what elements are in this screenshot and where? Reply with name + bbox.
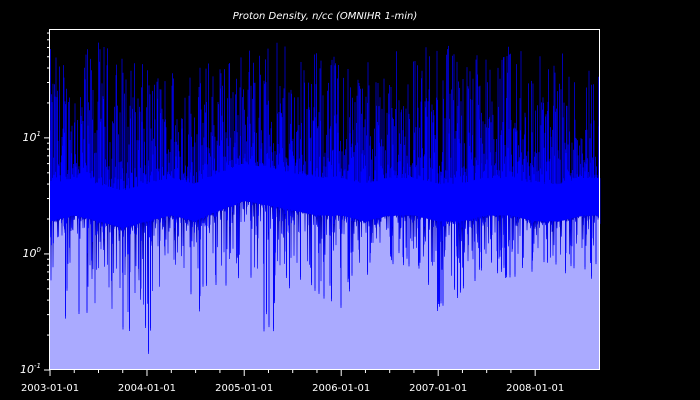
- y-tick-label: 101: [23, 130, 41, 144]
- x-tick-label: 2005-01-01: [215, 383, 273, 394]
- x-tick-label: 2008-01-01: [506, 383, 564, 394]
- x-tick-label: 2006-01-01: [312, 383, 370, 394]
- y-tick-exponent: 0: [37, 246, 42, 254]
- y-tick-exponent: -1: [34, 362, 41, 370]
- density-lower-fill: [50, 201, 600, 370]
- x-tick-label: 2003-01-01: [21, 383, 79, 394]
- y-tick-base: 10: [23, 131, 37, 144]
- y-tick-base: 10: [23, 247, 37, 260]
- y-tick-base: 10: [20, 363, 34, 376]
- x-tick-label: 2007-01-01: [409, 383, 467, 394]
- series-layer: [49, 42, 601, 370]
- plot-frame: [49, 29, 600, 370]
- axis-layer: 2003-01-01 2004-01-01 2005-01-01 2006-01-01…: [20, 32, 564, 394]
- y-tick-label: 100: [23, 246, 42, 260]
- chart-title: Proton Density, n/cc (OMNIHR 1-min): [232, 11, 418, 22]
- y-tick-label: 10-1: [20, 362, 41, 376]
- density-series-dips: [65, 153, 597, 354]
- x-tick-label: 2004-01-01: [118, 383, 176, 394]
- y-tick-exponent: 1: [37, 130, 41, 138]
